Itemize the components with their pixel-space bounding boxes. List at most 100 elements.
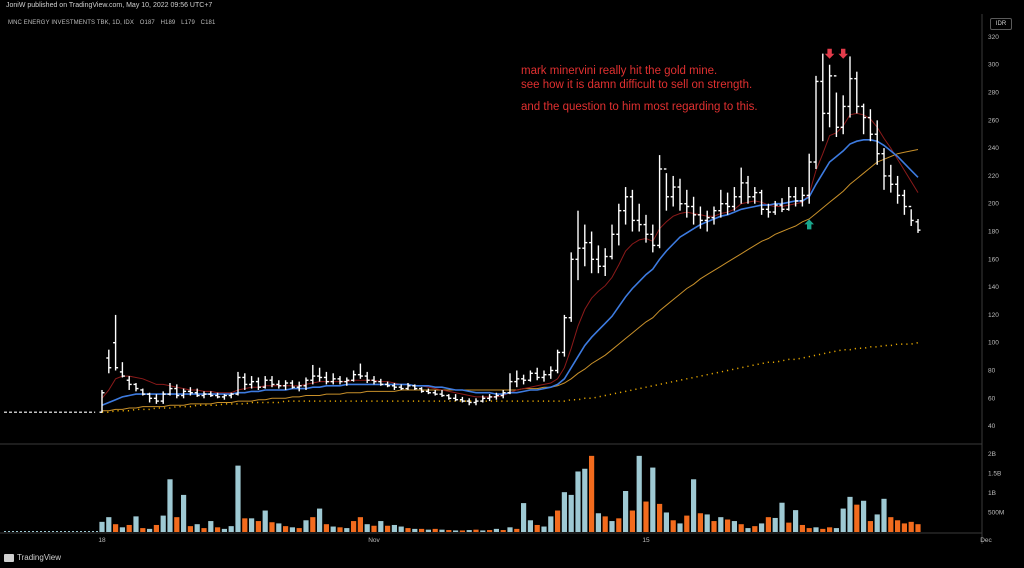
volume-bar — [337, 527, 343, 532]
ohlc-bar — [215, 392, 221, 399]
price-tick-label: 260 — [988, 117, 999, 124]
volume-bar — [874, 514, 880, 532]
ohlc-bar — [738, 167, 744, 204]
volume-bar — [752, 526, 758, 532]
ohlc-bar — [208, 391, 214, 397]
volume-bar — [453, 530, 459, 532]
time-tick-label: Dec — [980, 537, 992, 544]
ohlc-bar — [378, 378, 384, 386]
ohlc-bar — [181, 388, 187, 399]
volume-bar — [827, 527, 833, 532]
ohlc-bar — [310, 364, 316, 385]
symbol-header: MNC ENERGY INVESTMENTS TBK, 1D, IDX O187… — [8, 20, 219, 26]
ohlc-bar — [827, 64, 833, 128]
volume-bar — [840, 508, 846, 532]
ohlc-bar — [670, 175, 676, 207]
volume-bar — [820, 528, 826, 532]
ohlc-bar — [153, 394, 159, 404]
volume-bar — [269, 522, 275, 532]
volume-bar — [765, 517, 771, 532]
ohlc-high: H189 — [160, 20, 176, 26]
volume-bar — [323, 524, 329, 532]
ohlc-bar — [493, 392, 499, 400]
volume-bar — [602, 516, 608, 532]
volume-bar — [521, 503, 527, 532]
volume-bar — [711, 521, 717, 532]
volume-bar — [317, 508, 323, 532]
ohlc-bar — [160, 391, 166, 404]
ohlc-bar — [691, 196, 697, 225]
ohlc-bar — [684, 189, 690, 218]
tradingview-logo[interactable]: TradingView — [4, 553, 61, 562]
ohlc-bar — [167, 383, 173, 396]
volume-bar — [181, 494, 187, 532]
ohlc-bar — [364, 371, 370, 384]
ohlc-bar — [487, 394, 493, 402]
ohlc-bar — [113, 314, 119, 371]
volume-bars — [99, 455, 921, 532]
ohlc-bar — [521, 374, 527, 385]
ohlc-bar — [459, 396, 465, 403]
ohlc-bar — [623, 187, 629, 225]
volume-bar — [391, 524, 397, 532]
volume-bar — [167, 479, 173, 532]
ohlc-bar — [636, 203, 642, 232]
ohlc-bar — [541, 370, 547, 382]
volume-bar — [833, 528, 839, 532]
ohlc-bar — [568, 252, 574, 322]
volume-bar — [466, 530, 472, 532]
ohlc-bar — [357, 363, 363, 379]
publisher-bar: JoniW published on TradingView.com, May … — [0, 0, 1024, 14]
time-tick-label: 18 — [98, 537, 106, 544]
ohlc-bar — [174, 384, 180, 399]
price-tick-label: 240 — [988, 145, 999, 152]
volume-bar — [439, 529, 445, 532]
volume-bar — [493, 528, 499, 532]
annotation-line-3: and the question to him most regarding t… — [521, 101, 758, 113]
ohlc-bar — [915, 219, 921, 233]
ohlc-bar — [534, 367, 540, 381]
volume-bar — [419, 528, 425, 532]
time-tick-label: 15 — [642, 537, 650, 544]
volume-bar — [174, 517, 180, 532]
ohlc-bar — [806, 153, 812, 204]
volume-tick-label: 1.5B — [988, 470, 1001, 477]
volume-bar — [385, 525, 391, 532]
ohlc-bar — [99, 389, 105, 413]
volume-bar — [534, 524, 540, 532]
volume-bar — [861, 500, 867, 532]
ohlc-bar — [650, 224, 656, 253]
volume-bar — [405, 528, 411, 532]
volume-bar — [514, 528, 520, 532]
ohlc-bar — [398, 384, 404, 390]
volume-bar — [663, 512, 669, 532]
ohlc-bar — [317, 367, 323, 382]
volume-bar — [99, 521, 105, 532]
ohlc-bar — [813, 75, 819, 169]
ohlc-bar — [704, 210, 710, 232]
ohlc-bar — [657, 155, 663, 249]
currency-badge[interactable]: IDR — [990, 18, 1012, 30]
ohlc-bar — [147, 392, 153, 403]
ohlc-bars — [99, 53, 921, 413]
volume-bar — [235, 465, 241, 532]
ohlc-bar — [786, 187, 792, 211]
ohlc-bar — [908, 205, 914, 226]
volume-bar — [595, 513, 601, 532]
ohlc-open: O187 — [139, 20, 155, 26]
ohlc-bar — [548, 366, 554, 379]
ohlc-bar — [881, 148, 887, 190]
price-tick-label: 200 — [988, 201, 999, 208]
volume-bar — [643, 501, 649, 532]
ohlc-bar — [677, 178, 683, 211]
volume-bar — [140, 528, 146, 532]
ohlc-bar — [602, 248, 608, 276]
ohlc-bar — [262, 376, 268, 389]
volume-bar — [589, 455, 595, 532]
volume-bar — [425, 529, 431, 532]
volume-bar — [908, 521, 914, 532]
volume-bar — [255, 521, 261, 532]
volume-bar — [371, 525, 377, 532]
volume-bar — [412, 528, 418, 532]
